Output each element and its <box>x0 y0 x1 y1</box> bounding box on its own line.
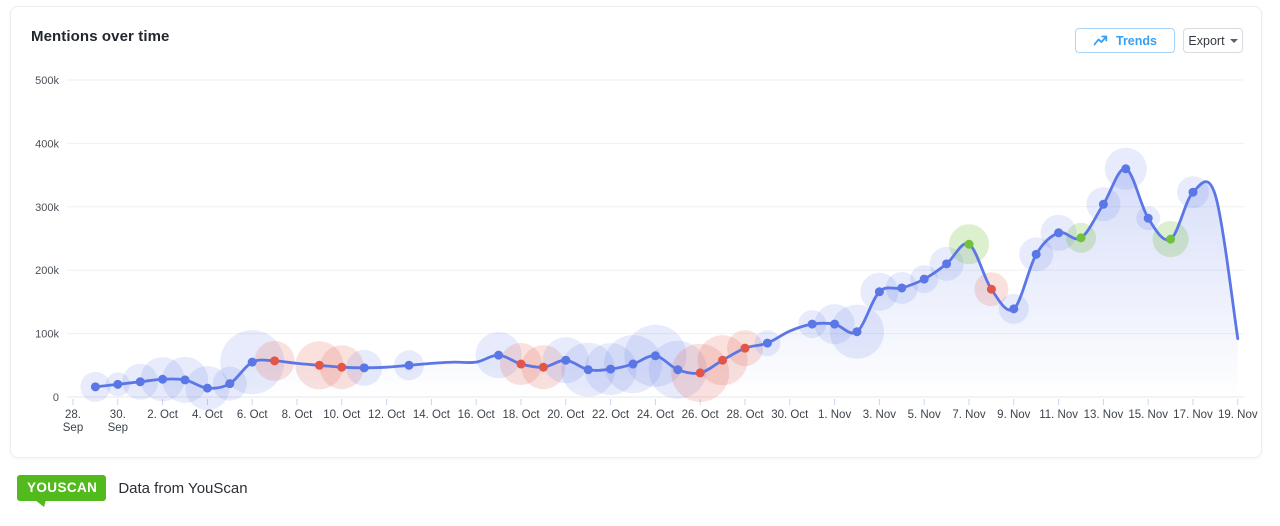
trends-button-label: Trends <box>1116 33 1157 48</box>
x-axis-label: 6. Oct <box>237 409 268 421</box>
x-axis-label: 19. Nov <box>1218 409 1258 421</box>
data-point-blue[interactable] <box>897 283 907 293</box>
x-axis-label: 5. Nov <box>908 409 941 421</box>
area-fill <box>95 168 1238 397</box>
data-point-red[interactable] <box>718 355 728 365</box>
card-header: Mentions over time Trends Export <box>11 7 1261 63</box>
data-point-blue[interactable] <box>628 359 638 369</box>
header-actions: Trends Export <box>1075 28 1243 53</box>
x-axis-label: 17. Nov <box>1173 409 1213 421</box>
data-point-blue[interactable] <box>180 375 190 385</box>
data-point-blue[interactable] <box>673 365 683 375</box>
x-axis-label: 8. Oct <box>282 409 313 421</box>
data-point-green[interactable] <box>964 239 974 249</box>
x-axis-label: 28. Sep <box>63 409 83 434</box>
data-point-blue[interactable] <box>247 357 257 367</box>
x-axis-label: 7. Nov <box>952 409 985 421</box>
x-axis-label: 10. Oct <box>323 409 361 421</box>
data-point-blue[interactable] <box>852 327 862 337</box>
chevron-down-icon <box>1229 39 1238 43</box>
y-axis-label: 0 <box>53 392 59 404</box>
x-axis-label: 1. Nov <box>818 409 851 421</box>
x-axis-label: 14. Oct <box>413 409 451 421</box>
data-point-blue[interactable] <box>1031 249 1041 259</box>
data-point-blue[interactable] <box>1054 228 1064 238</box>
export-button[interactable]: Export <box>1183 28 1243 53</box>
x-axis-label: 30. Sep <box>108 409 128 434</box>
data-point-blue[interactable] <box>874 287 884 297</box>
data-point-blue[interactable] <box>1121 164 1131 174</box>
data-point-green[interactable] <box>1166 234 1176 244</box>
data-point-blue[interactable] <box>830 319 840 329</box>
data-point-blue[interactable] <box>561 355 571 365</box>
data-point-blue[interactable] <box>202 383 212 393</box>
data-point-red[interactable] <box>337 362 347 372</box>
y-axis-label: 400k <box>35 138 59 150</box>
page-title: Mentions over time <box>31 28 170 45</box>
data-point-red[interactable] <box>538 362 548 372</box>
x-axis-label: 20. Oct <box>547 409 585 421</box>
x-axis-label: 2. Oct <box>147 409 178 421</box>
y-axis-label: 200k <box>35 265 59 277</box>
data-point-blue[interactable] <box>942 259 952 269</box>
data-point-blue[interactable] <box>359 363 369 373</box>
x-axis-label: 3. Nov <box>863 409 896 421</box>
data-point-blue[interactable] <box>158 374 168 384</box>
data-point-blue[interactable] <box>1009 304 1019 314</box>
data-point-blue[interactable] <box>650 351 660 361</box>
data-point-red[interactable] <box>516 359 526 369</box>
x-axis-label: 15. Nov <box>1128 409 1168 421</box>
data-point-blue[interactable] <box>135 377 145 387</box>
data-point-blue[interactable] <box>583 365 593 375</box>
data-point-red[interactable] <box>740 343 750 353</box>
data-point-blue[interactable] <box>1143 213 1153 223</box>
export-button-label: Export <box>1188 33 1225 48</box>
data-point-blue[interactable] <box>494 350 504 360</box>
youscan-logo: YOUSCAN <box>17 475 107 507</box>
data-point-red[interactable] <box>695 368 705 378</box>
logo-speech-tail <box>35 500 46 507</box>
data-point-blue[interactable] <box>90 382 100 392</box>
data-point-blue[interactable] <box>762 338 772 348</box>
data-point-blue[interactable] <box>807 319 817 329</box>
data-point-red[interactable] <box>270 356 280 366</box>
data-point-red[interactable] <box>986 284 996 294</box>
y-axis-label: 300k <box>35 202 59 214</box>
chart-area: 0 100k 200k 300k 400k 500k 28. Sep 30. Sep 2. Oct 4… <box>11 7 1263 459</box>
x-axis-label: 18. Oct <box>502 409 540 421</box>
youscan-logo-text: YOUSCAN <box>27 480 98 495</box>
data-point-blue[interactable] <box>225 379 235 389</box>
data-point-green[interactable] <box>1076 233 1086 243</box>
x-axis-label: 12. Oct <box>368 409 406 421</box>
data-point-blue[interactable] <box>919 274 929 284</box>
mentions-over-time-card: Mentions over time Trends Export <box>10 6 1262 458</box>
x-axis-label: 28. Oct <box>726 409 764 421</box>
x-axis-label: 11. Nov <box>1039 409 1078 421</box>
x-axis-label: 26. Oct <box>682 409 720 421</box>
x-axis-label: 30. Oct <box>771 409 809 421</box>
x-axis-label: 24. Oct <box>637 409 675 421</box>
x-axis-label: 16. Oct <box>458 409 496 421</box>
data-source-caption: Data from YouScan <box>118 479 248 497</box>
data-point-blue[interactable] <box>1098 199 1108 209</box>
data-point-blue[interactable] <box>113 379 123 389</box>
data-point-blue[interactable] <box>404 360 414 370</box>
data-point-red[interactable] <box>314 360 324 370</box>
y-axis-label: 500k <box>35 75 59 87</box>
data-point-blue[interactable] <box>606 364 616 374</box>
footer: YOUSCAN Data from YouScan <box>17 475 248 507</box>
x-axis-label: 4. Oct <box>192 409 223 421</box>
mentions-chart[interactable]: 0 100k 200k 300k 400k 500k 28. Sep 30. Sep 2. Oct 4… <box>11 7 1263 459</box>
trends-button[interactable]: Trends <box>1075 28 1175 53</box>
x-axis-label: 22. Oct <box>592 409 630 421</box>
x-axis-label: 13. Nov <box>1084 409 1124 421</box>
x-axis-label: 9. Nov <box>997 409 1030 421</box>
trend-line-icon <box>1093 35 1108 47</box>
data-point-blue[interactable] <box>1188 187 1198 197</box>
y-axis-label: 100k <box>35 329 59 341</box>
